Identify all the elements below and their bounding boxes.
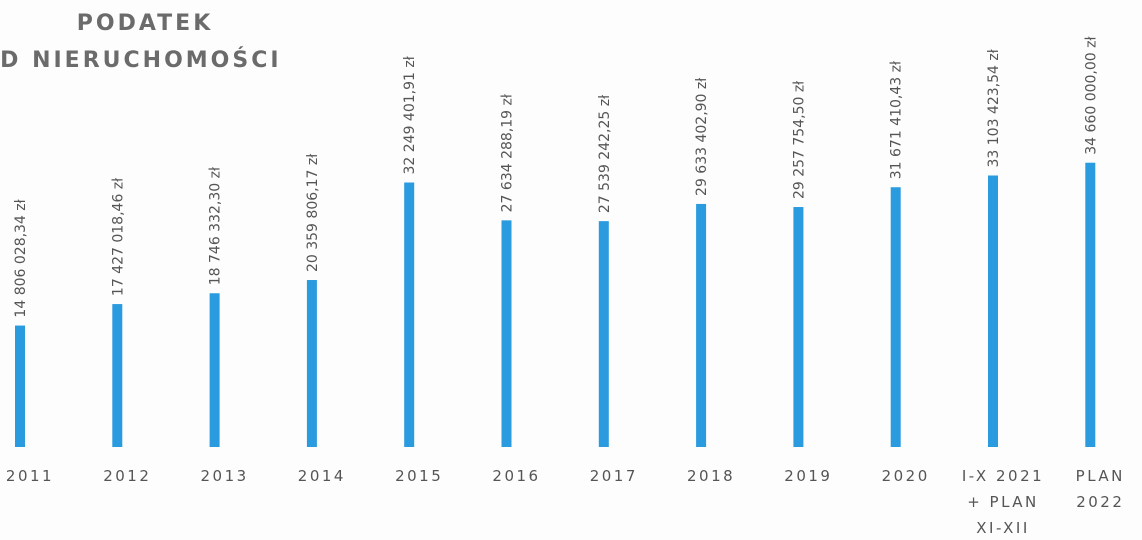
x-tick-label: 2014 [298, 467, 346, 485]
x-tick-label: 2017 [590, 467, 638, 485]
value-label: 32 249 401,91 zł [402, 56, 418, 174]
x-tick-label: 2022 [1076, 493, 1124, 511]
value-label: 29 257 754,50 zł [791, 81, 807, 199]
bar [501, 220, 512, 447]
value-label: 29 633 402,90 zł [694, 78, 710, 196]
x-tick-label: XI-XII [976, 519, 1030, 537]
bar [15, 325, 25, 447]
bar [404, 182, 415, 447]
bar [306, 280, 317, 447]
x-tick-label: PLAN [1076, 467, 1125, 485]
bar [598, 221, 609, 447]
bar [1085, 162, 1096, 447]
bar [793, 207, 804, 447]
bar [209, 293, 220, 447]
chart-title: OD NIERUCHOMOŚCI [0, 47, 282, 73]
x-tick-label: 2019 [784, 467, 832, 485]
bar [696, 203, 707, 447]
x-tick-label: 2011 [6, 467, 54, 485]
value-label: 33 103 423,54 zł [986, 49, 1002, 167]
value-label: 17 427 018,46 zł [110, 178, 126, 296]
value-label: 34 660 000,00 zł [1083, 37, 1099, 155]
x-tick-label: 2013 [201, 467, 249, 485]
value-label: 14 806 028,34 zł [13, 199, 29, 317]
bar [112, 304, 123, 447]
x-tick-label: 2015 [395, 467, 443, 485]
value-label: 27 634 288,19 zł [500, 94, 516, 212]
x-tick-label: + PLAN [967, 493, 1039, 511]
value-label: 31 671 410,43 zł [889, 61, 905, 179]
bar [988, 175, 998, 447]
value-label: 20 359 806,17 zł [305, 154, 321, 272]
value-label: 27 539 242,25 zł [597, 95, 613, 213]
x-tick-label: 2020 [882, 467, 930, 485]
x-tick-label: I-X 2021 [962, 467, 1044, 485]
chart-title: PODATEK [77, 11, 214, 36]
x-tick-label: 2012 [103, 467, 151, 485]
bar [890, 187, 901, 447]
value-label: 18 746 332,30 zł [208, 167, 224, 285]
x-tick-label: 2016 [492, 467, 540, 485]
x-tick-label: 2018 [687, 467, 735, 485]
